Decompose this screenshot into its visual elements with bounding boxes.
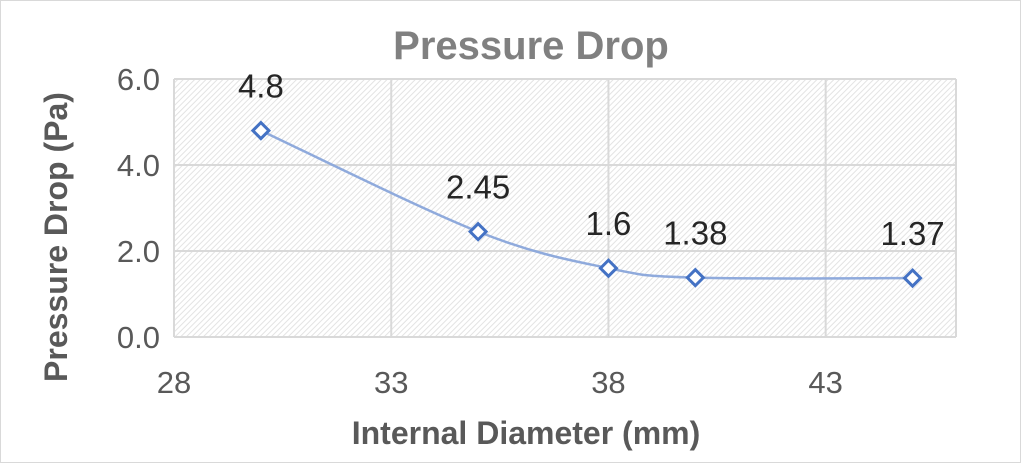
data-point-marker [685,267,706,288]
x-axis-title: Internal Diameter (mm) [352,415,701,451]
data-label: 1.6 [586,205,632,242]
data-point-marker [467,221,489,242]
y-axis-ticks: 0.0 2.0 4.0 6.0 [117,62,160,355]
y-tick-label: 4.0 [117,148,160,183]
series-layer: 4.8 2.45 1.6 1.38 1.37 [238,68,945,289]
x-axis-ticks: 28 33 38 43 [157,365,843,400]
gridlines [173,78,957,338]
y-tick-label: 6.0 [117,62,160,97]
data-label: 4.8 [238,68,284,105]
x-tick-label: 38 [591,365,625,400]
x-tick-label: 43 [808,365,842,400]
plot-area [174,79,956,337]
data-point-marker [902,267,923,289]
data-point-marker [598,258,619,279]
data-label: 2.45 [446,169,510,206]
data-label: 1.37 [880,215,944,252]
data-point-marker [250,120,272,141]
chart-title: Pressure Drop [393,24,669,68]
y-tick-label: 0.0 [117,320,160,355]
x-tick-label: 33 [374,365,408,400]
x-tick-label: 28 [157,365,191,400]
y-tick-label: 2.0 [117,234,160,269]
y-axis-title: Pressure Drop (Pa) [38,92,74,382]
data-label: 1.38 [663,215,727,252]
